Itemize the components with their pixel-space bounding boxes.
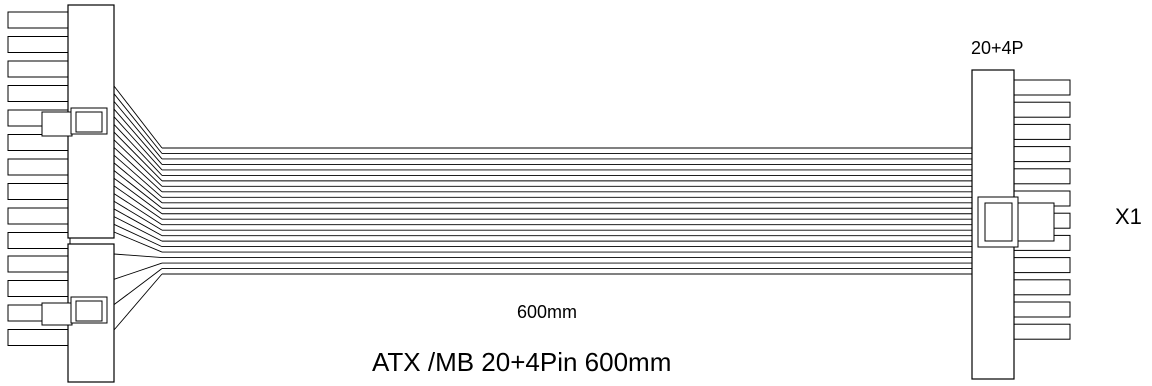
connector-pin [7,11,71,29]
wire-fan [113,208,163,237]
latch-inner [75,300,103,322]
wire-fan [113,162,163,204]
wire-fan [113,193,163,226]
connector-pin [7,158,71,176]
wire-fanout [113,85,163,331]
latch-guide [41,302,73,326]
connector-pin [7,36,71,53]
wire-fan [113,124,163,176]
connector-pin [1011,323,1071,340]
wire-fan [113,262,163,280]
wire-fan [113,147,163,193]
connector-pin [1011,257,1071,274]
length-label: 600mm [517,302,577,322]
wire-fan [113,177,163,215]
wire-fan [113,108,163,165]
right-connector-20-4-pin [971,69,1071,380]
connector-pin [7,134,71,151]
connector-pin [1011,101,1071,118]
connector-pin [1011,279,1071,296]
wire-fan [113,200,163,231]
latch-guide [41,111,73,137]
connector-pin [1011,123,1071,140]
wire-fan [113,223,163,248]
connector-pin [1011,146,1071,163]
wire-fan [113,216,163,242]
wire-fan [113,139,163,187]
left-connector-20-pin [7,4,115,249]
wire-fan [113,231,163,253]
connector-pin [1011,79,1071,96]
connector-pin [7,255,71,273]
wire-fan [113,268,163,306]
wire-fan [113,273,163,331]
connector-pin [7,280,71,297]
wire-fan [113,85,163,149]
left-connector-4-pin [7,243,115,383]
connector-pin [7,85,71,102]
connector-label: 20+4P [971,38,1024,58]
connector-pin [7,60,71,78]
wire-fan [113,253,163,259]
wire-fan [113,154,163,198]
wire-fan [113,93,163,154]
latch-inner [984,202,1013,242]
wire-fan [113,116,163,171]
diagram-title: ATX /MB 20+4Pin 600mm [372,347,671,377]
connector-pin [7,183,71,200]
wire-fan [113,101,163,160]
connector-pin [7,207,71,225]
wire-fan [113,131,163,182]
connector-pin [1011,301,1071,318]
wire-fan [113,185,163,220]
wire-fan [113,170,163,209]
connector-pin [7,232,71,249]
wire-bundle [162,147,972,275]
connector-id-label: X1 [1115,204,1142,229]
latch-inner [75,111,103,133]
connector-pin [1011,168,1071,185]
connector-pin [7,329,71,346]
